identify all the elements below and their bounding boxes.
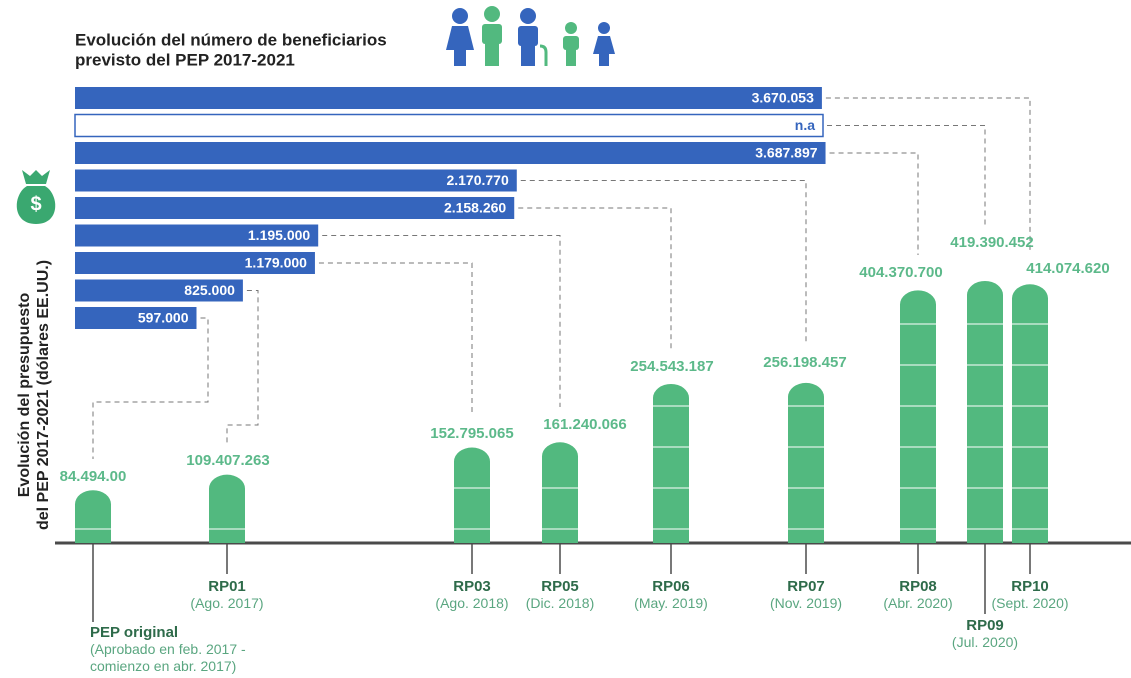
column-value-label: 404.370.700 bbox=[859, 264, 942, 281]
category-label: RP08 (Abr. 2020) bbox=[858, 578, 978, 612]
connector bbox=[827, 125, 986, 225]
bar-value-label: 2.170.770 bbox=[446, 172, 508, 188]
bar bbox=[75, 87, 822, 109]
bar-value-label: 2.158.260 bbox=[444, 200, 506, 216]
category-date: (Nov. 2019) bbox=[769, 595, 843, 611]
connector bbox=[520, 180, 807, 345]
category-date: (May. 2019) bbox=[634, 595, 708, 611]
category-date: (Aprobado en feb. 2017 - comienzo en abr… bbox=[90, 641, 246, 674]
svg-text:$: $ bbox=[30, 193, 41, 215]
connector bbox=[226, 290, 259, 443]
category-label: RP10 (Sept. 2020) bbox=[970, 578, 1090, 612]
category-name: RP01 bbox=[208, 578, 246, 595]
chart-title: Evolución del número de beneficiarios bbox=[75, 30, 387, 49]
column bbox=[900, 290, 936, 543]
category-date: (Ago. 2018) bbox=[435, 595, 509, 611]
y-axis-label-line: Evolución del presupuesto bbox=[16, 293, 33, 498]
category-name: RP07 bbox=[787, 578, 825, 595]
column-value-label: 414.074.620 bbox=[1026, 260, 1109, 277]
category-label: RP05 (Dic. 2018) bbox=[500, 578, 620, 612]
connector bbox=[318, 262, 473, 416]
family-icon bbox=[446, 6, 615, 66]
column-value-label: 254.543.187 bbox=[630, 358, 713, 375]
column bbox=[454, 447, 490, 543]
category-label: RP01 (Ago. 2017) bbox=[167, 578, 287, 612]
bar-empty bbox=[74, 113, 824, 138]
bar bbox=[75, 224, 319, 247]
connector bbox=[322, 235, 561, 407]
category-date: (Ago. 2017) bbox=[190, 595, 264, 611]
column bbox=[75, 490, 111, 543]
category-name: RP05 bbox=[541, 578, 579, 595]
bar-value-label: 1.179.000 bbox=[245, 255, 307, 271]
category-date: (Dic. 2018) bbox=[525, 595, 595, 611]
category-date: (Sept. 2020) bbox=[991, 595, 1069, 611]
y-axis-label-line: del PEP 2017-2021 (dólares EE.UU.) bbox=[35, 260, 52, 530]
category-label: PEP original (Aprobado en feb. 2017 - com… bbox=[90, 624, 275, 675]
y-axis-label: Evolución del presupuesto del PEP 2017-2… bbox=[16, 260, 52, 530]
category-name: RP03 bbox=[453, 578, 491, 595]
bar-value-label: 3.670.053 bbox=[752, 90, 814, 106]
connector bbox=[825, 97, 1031, 251]
column bbox=[653, 383, 689, 543]
category-name: RP06 bbox=[652, 578, 690, 595]
bar bbox=[75, 279, 243, 302]
bar bbox=[75, 169, 517, 192]
category-name: PEP original bbox=[90, 624, 179, 641]
bar-value-label: 3.687.897 bbox=[755, 145, 817, 161]
bar bbox=[75, 142, 826, 164]
category-date: (Jul. 2020) bbox=[951, 634, 1019, 650]
category-name: RP10 bbox=[1011, 578, 1049, 595]
category-label: RP03 (Ago. 2018) bbox=[412, 578, 532, 612]
chart-title: previsto del PEP 2017-2021 bbox=[75, 50, 295, 69]
column bbox=[788, 382, 824, 543]
money-bag-icon: $ bbox=[16, 170, 56, 224]
bar-value-label: n.a bbox=[795, 117, 815, 133]
connector bbox=[92, 317, 209, 459]
bar-value-label: 1.195.000 bbox=[248, 227, 310, 243]
column-value-label: 152.795.065 bbox=[430, 425, 513, 442]
bar bbox=[75, 307, 197, 329]
category-name: RP08 bbox=[899, 578, 937, 595]
column bbox=[967, 280, 1003, 543]
column bbox=[542, 442, 578, 543]
bar-value-label: 597.000 bbox=[138, 310, 189, 326]
category-label: RP07 (Nov. 2019) bbox=[746, 578, 866, 612]
column bbox=[1012, 284, 1048, 543]
column-value-label: 84.494.00 bbox=[60, 468, 127, 485]
column bbox=[209, 474, 245, 543]
bar bbox=[75, 252, 315, 274]
category-label: RP09 (Jul. 2020) bbox=[925, 617, 1045, 651]
category-date: (Abr. 2020) bbox=[883, 595, 953, 611]
column-value-label: 109.407.263 bbox=[186, 452, 269, 469]
column-value-label: 161.240.066 bbox=[543, 416, 626, 433]
column-value-label: 419.390.452 bbox=[950, 234, 1033, 251]
category-label: RP06 (May. 2019) bbox=[611, 578, 731, 612]
connector bbox=[829, 152, 919, 255]
category-name: RP09 bbox=[966, 617, 1004, 634]
bar-value-label: 825.000 bbox=[184, 282, 235, 298]
connector bbox=[518, 207, 672, 349]
bar bbox=[75, 197, 515, 219]
column-value-label: 256.198.457 bbox=[763, 354, 846, 371]
